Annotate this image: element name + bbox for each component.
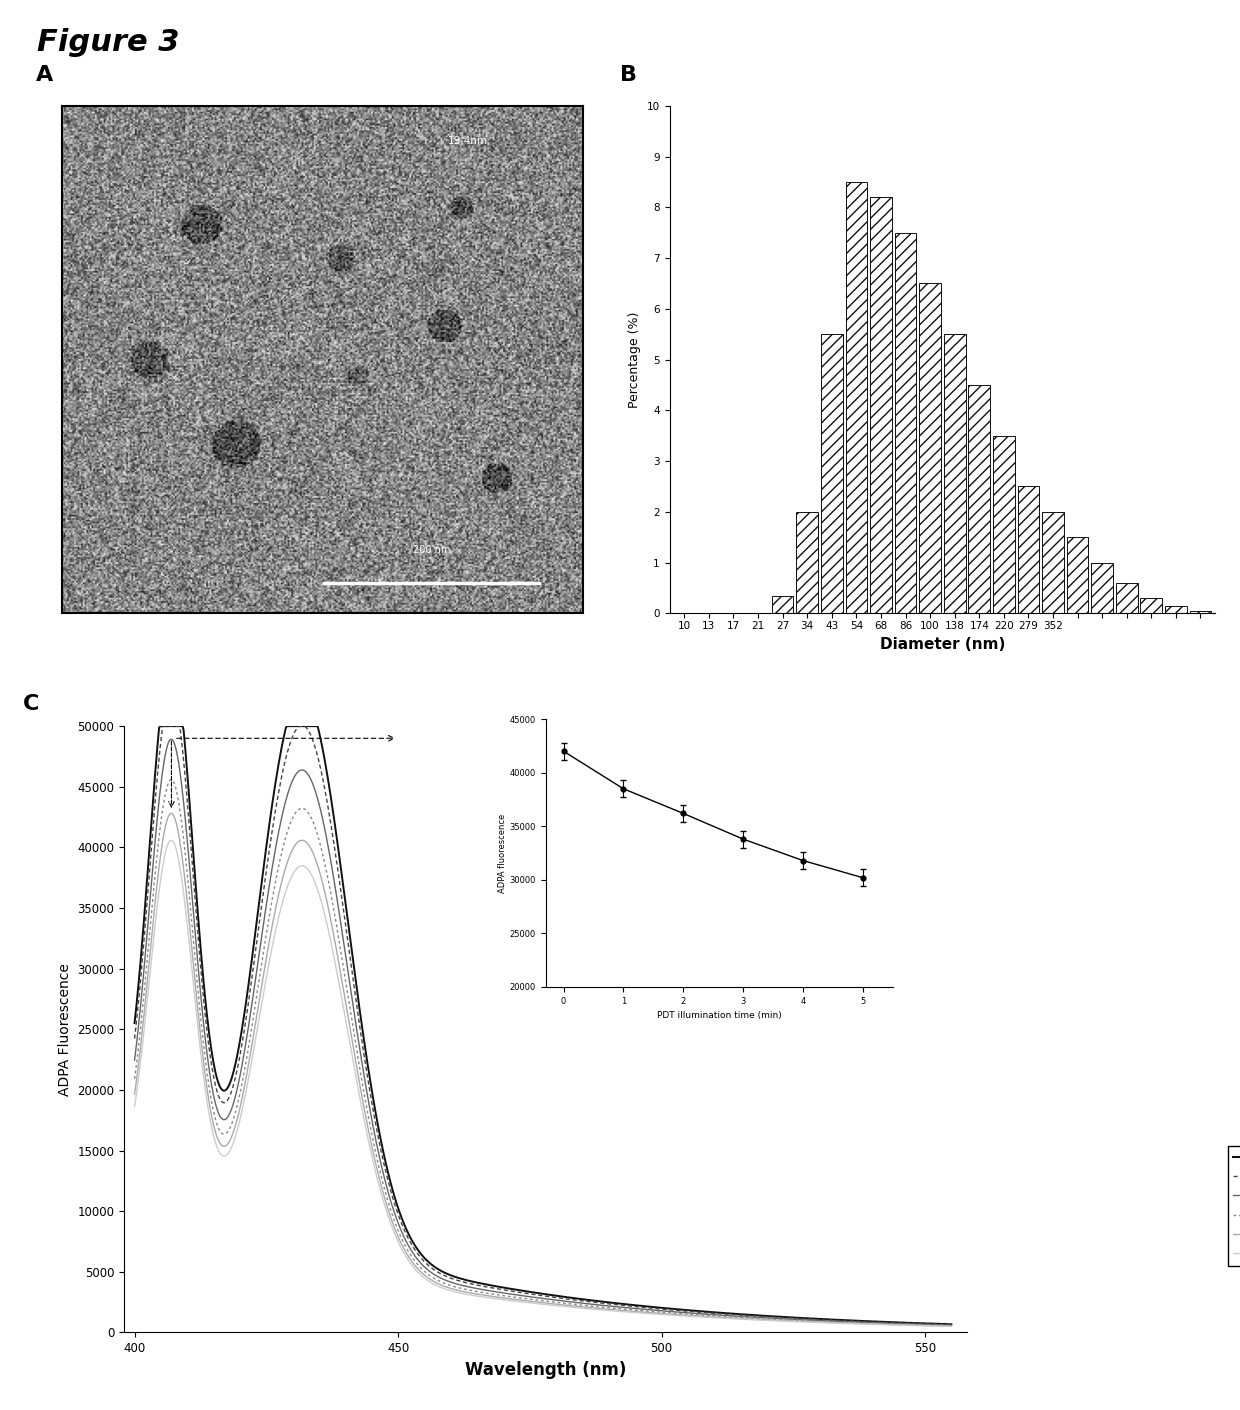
2 min bbox=[944, 1317, 959, 1334]
Bar bbox=[944, 334, 966, 613]
3 min bbox=[649, 1303, 663, 1320]
0 min bbox=[603, 1294, 618, 1311]
4 min bbox=[603, 1301, 618, 1318]
3 min bbox=[832, 1314, 847, 1331]
1 min bbox=[944, 1316, 959, 1332]
3 min bbox=[603, 1300, 618, 1317]
3 min bbox=[126, 1070, 141, 1087]
5 min bbox=[944, 1318, 959, 1335]
1 min bbox=[624, 1297, 639, 1314]
4 min bbox=[944, 1318, 959, 1335]
4 min bbox=[649, 1304, 663, 1321]
Bar bbox=[771, 595, 794, 613]
2 min bbox=[603, 1297, 618, 1314]
2 min bbox=[164, 730, 179, 747]
4 min bbox=[832, 1314, 847, 1331]
Bar bbox=[796, 512, 818, 613]
Line: 4 min: 4 min bbox=[134, 814, 951, 1327]
0 min bbox=[126, 1015, 141, 1032]
Bar bbox=[1141, 598, 1162, 613]
1 min bbox=[156, 718, 171, 735]
5 min bbox=[126, 1098, 141, 1115]
Bar bbox=[1091, 563, 1114, 613]
5 min bbox=[624, 1304, 639, 1321]
Text: Figure 3: Figure 3 bbox=[37, 28, 180, 58]
5 min bbox=[649, 1306, 663, 1323]
Line: 2 min: 2 min bbox=[134, 739, 951, 1325]
1 min bbox=[748, 1307, 763, 1324]
Bar bbox=[919, 283, 941, 613]
Text: 19.4nm: 19.4nm bbox=[448, 137, 489, 147]
Bar bbox=[968, 385, 990, 613]
2 min bbox=[179, 815, 193, 832]
Bar bbox=[1018, 486, 1039, 613]
4 min bbox=[748, 1311, 763, 1328]
5 min bbox=[179, 901, 193, 918]
Y-axis label: ADPA Fluorescence: ADPA Fluorescence bbox=[58, 963, 72, 1096]
Text: A: A bbox=[36, 65, 53, 86]
Line: 0 min: 0 min bbox=[134, 726, 951, 1324]
Bar bbox=[1189, 611, 1211, 613]
Y-axis label: Percentage (%): Percentage (%) bbox=[629, 312, 641, 407]
1 min bbox=[126, 1031, 141, 1048]
5 min bbox=[164, 832, 179, 849]
1 min bbox=[832, 1313, 847, 1330]
2 min bbox=[126, 1052, 141, 1069]
4 min bbox=[126, 1086, 141, 1103]
0 min bbox=[748, 1307, 763, 1324]
X-axis label: Diameter (nm): Diameter (nm) bbox=[879, 636, 1006, 651]
3 min bbox=[624, 1301, 639, 1318]
1 min bbox=[603, 1296, 618, 1313]
3 min bbox=[748, 1310, 763, 1327]
Bar bbox=[870, 197, 892, 613]
Bar bbox=[821, 334, 843, 613]
5 min bbox=[748, 1311, 763, 1328]
0 min bbox=[832, 1311, 847, 1328]
Bar bbox=[1066, 537, 1089, 613]
0 min bbox=[649, 1299, 663, 1316]
Bar bbox=[846, 182, 867, 613]
0 min bbox=[944, 1316, 959, 1332]
Bar bbox=[993, 436, 1014, 613]
4 min bbox=[624, 1303, 639, 1320]
Bar bbox=[1042, 512, 1064, 613]
3 min bbox=[179, 849, 193, 866]
Line: 1 min: 1 min bbox=[134, 726, 951, 1324]
0 min bbox=[153, 718, 167, 735]
3 min bbox=[164, 771, 179, 788]
Text: B: B bbox=[620, 65, 637, 86]
Line: 3 min: 3 min bbox=[134, 780, 951, 1325]
2 min bbox=[649, 1301, 663, 1318]
Text: C: C bbox=[22, 694, 40, 713]
Y-axis label: ADPA fluorescence: ADPA fluorescence bbox=[497, 814, 507, 893]
1 min bbox=[179, 774, 193, 791]
Bar bbox=[895, 233, 916, 613]
1 min bbox=[649, 1300, 663, 1317]
Bar bbox=[1166, 606, 1187, 613]
Text: 200 nm: 200 nm bbox=[413, 546, 450, 556]
5 min bbox=[832, 1314, 847, 1331]
X-axis label: PDT illumination time (min): PDT illumination time (min) bbox=[657, 1011, 781, 1021]
X-axis label: Wavelength (nm): Wavelength (nm) bbox=[465, 1361, 626, 1379]
2 min bbox=[832, 1313, 847, 1330]
0 min bbox=[179, 744, 193, 761]
Bar bbox=[1116, 582, 1137, 613]
4 min bbox=[164, 805, 179, 822]
5 min bbox=[603, 1301, 618, 1318]
0 min bbox=[624, 1296, 639, 1313]
2 min bbox=[624, 1300, 639, 1317]
3 min bbox=[944, 1317, 959, 1334]
4 min bbox=[179, 878, 193, 895]
Legend: 0 min, 1 min, 2 min, 3 min, 4 min, 5 min: 0 min, 1 min, 2 min, 3 min, 4 min, 5 min bbox=[1229, 1146, 1240, 1266]
2 min bbox=[748, 1308, 763, 1325]
Line: 5 min: 5 min bbox=[134, 840, 951, 1327]
